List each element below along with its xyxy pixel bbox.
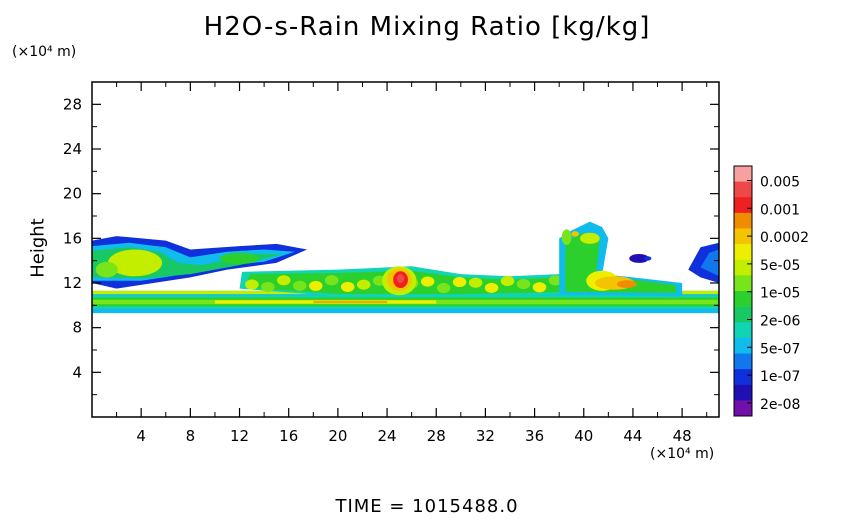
tower-hot (616, 280, 637, 289)
x-tick-label: 4 (136, 427, 146, 445)
mid-band-cell (277, 275, 291, 286)
colorbar-label: 0.001 (760, 202, 800, 218)
x-tick-label: 12 (230, 427, 249, 445)
colorbar-label: 5e-05 (760, 258, 800, 274)
time-label: TIME = 1015488.0 (335, 496, 519, 517)
colorbar-swatch (734, 244, 752, 261)
y-tick-label: 24 (63, 140, 82, 158)
plot-area (91, 81, 720, 418)
mid-band-cell (261, 281, 275, 293)
x-tick-label: 8 (186, 427, 196, 445)
colorbar-swatch (734, 275, 752, 292)
colorbar-swatch (734, 291, 752, 307)
x-tick-label: 24 (378, 427, 397, 445)
colorbar-swatch (734, 337, 752, 354)
plot-frame (91, 81, 720, 418)
mid-band-cell (452, 277, 467, 288)
x-tick-label: 32 (476, 427, 495, 445)
colorbar-swatch (734, 322, 752, 339)
left-patch-core2 (95, 261, 118, 278)
colorbar-label: 1e-07 (760, 369, 800, 385)
mid-band-cell (436, 282, 451, 294)
y-tick-label: 8 (72, 319, 82, 337)
small-cloud-core (644, 256, 652, 261)
colorbar-swatch (734, 181, 752, 198)
left-patch-core (107, 249, 163, 277)
y-tick-label: 16 (63, 229, 82, 247)
colorbar-swatch (734, 259, 752, 276)
x-tick-label: 28 (427, 427, 446, 445)
mid-band-cell (324, 275, 339, 286)
mid-band-cell (293, 280, 307, 291)
mid-band-cell (468, 277, 483, 288)
colorbar-swatch (734, 353, 752, 370)
x-tick-label: 44 (623, 427, 642, 445)
x-tick-label: 16 (279, 427, 298, 445)
tower-left-lobe (561, 229, 572, 246)
mid-band-cell (245, 279, 259, 290)
y-axis-unit: (×10⁴ m) (12, 44, 77, 60)
right-patch-core (700, 249, 719, 277)
mid-band-cell (356, 279, 371, 290)
colorbar-swatch (734, 212, 752, 229)
mid-band-cell (340, 281, 355, 292)
colorbar-label: 0.005 (760, 175, 800, 191)
x-axis: 4 8 12 16 20 24 28 32 36 40 44 48 (116, 82, 708, 445)
x-tick-label: 20 (328, 427, 347, 445)
x-tick-label: 48 (673, 427, 692, 445)
colorbar-frame (733, 165, 753, 417)
x-axis-unit: (×10⁴ m) (650, 446, 715, 462)
colorbar-swatch (734, 369, 752, 386)
field-layers (92, 221, 719, 314)
colorbar-swatch (734, 384, 752, 401)
colorbar-label: 0.0002 (760, 230, 809, 246)
colorbar-swatch (734, 306, 752, 323)
colorbar-label: 1e-05 (760, 286, 800, 302)
chart-title: H2O-s-Rain Mixing Ratio [kg/kg] (203, 12, 651, 42)
core-center (396, 274, 405, 283)
y-tick-label: 28 (63, 95, 82, 113)
mid-band-cell (548, 275, 563, 286)
mid-band-cell (532, 282, 547, 293)
x-tick-label: 36 (525, 427, 544, 445)
left-patch-streak (219, 252, 260, 265)
y-tick-label: 12 (63, 274, 82, 292)
lower-layer-hot (313, 300, 388, 304)
colorbar-label: 5e-07 (760, 341, 800, 357)
tower-lobe-hot (571, 231, 579, 237)
colorbar-swatch (734, 197, 752, 214)
small-cloud (629, 253, 649, 263)
mid-band-cell (484, 282, 499, 293)
colorbar-label: 2e-08 (760, 397, 800, 413)
y-tick-label: 4 (72, 363, 82, 381)
mid-band-cell (420, 276, 435, 287)
colorbar-swatch (734, 228, 752, 245)
y-axis: 4 8 12 16 20 24 28 (63, 95, 719, 396)
mid-band-cell (308, 280, 323, 291)
colorbar-label: 2e-06 (760, 314, 800, 330)
mixing-ratio-field (92, 221, 719, 314)
colorbar-swatch (734, 400, 752, 417)
y-tick-label: 20 (63, 185, 82, 203)
x-tick-label: 40 (574, 427, 593, 445)
colorbar-swatch (734, 166, 752, 182)
mid-band-cell (516, 279, 531, 290)
colorbar: 0.005 0.001 0.0002 5e-05 1e-05 2e-06 5e-07 1e-0… (733, 165, 809, 417)
tower-top (580, 232, 600, 244)
mid-band-cell (500, 276, 515, 287)
